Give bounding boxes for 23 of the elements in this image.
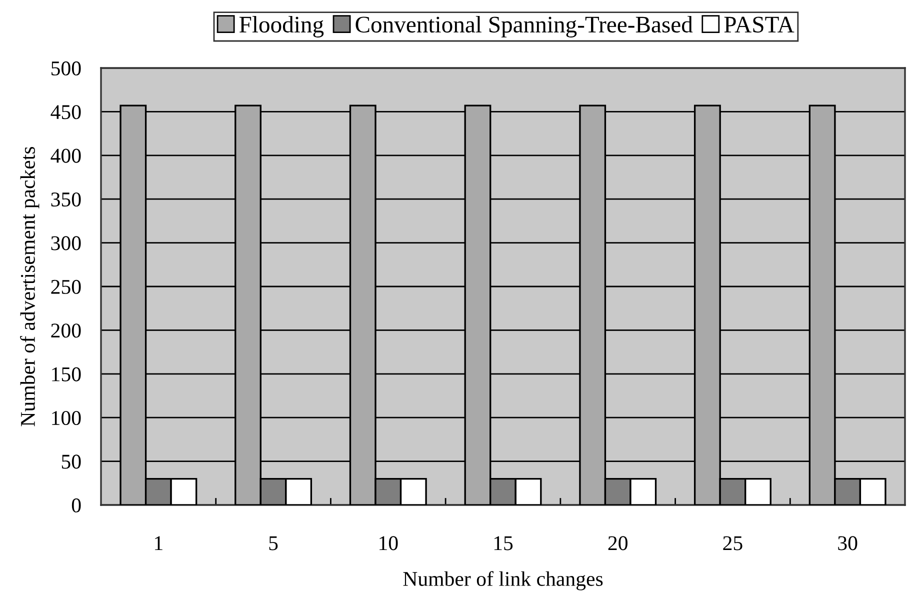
x-tick-label: 1	[155, 536, 162, 550]
y-tick-label: 450	[50, 105, 81, 120]
legend-label: Conventional Spanning-Tree-Based	[356, 16, 693, 38]
y-axis-title: Number of advertisement packets	[20, 146, 40, 426]
y-tick-label: 350	[51, 192, 81, 207]
x-tick-label: 25	[723, 536, 742, 550]
x-tick-label: 10	[380, 536, 398, 550]
y-tick-label: 100	[52, 410, 81, 426]
y-tick-label: 400	[50, 148, 81, 163]
y-tick-label: 500	[52, 61, 81, 76]
x-axis-title: Number of link changes	[403, 571, 603, 590]
x-tick-label: 30	[838, 536, 858, 550]
y-tick-label: 50	[62, 454, 81, 469]
y-tick-label: 250	[51, 280, 81, 294]
x-tick-label: 15	[494, 536, 513, 550]
y-tick-label: 300	[51, 236, 81, 250]
x-tick-label: 5	[269, 536, 278, 550]
legend-label: Flooding	[239, 16, 324, 38]
legend-label: PASTA	[724, 16, 794, 33]
y-tick-label: 150	[52, 367, 81, 382]
y-tick-label: 200	[51, 324, 81, 338]
y-tick-label: 0	[72, 498, 81, 512]
x-tick-label: 20	[608, 536, 628, 550]
